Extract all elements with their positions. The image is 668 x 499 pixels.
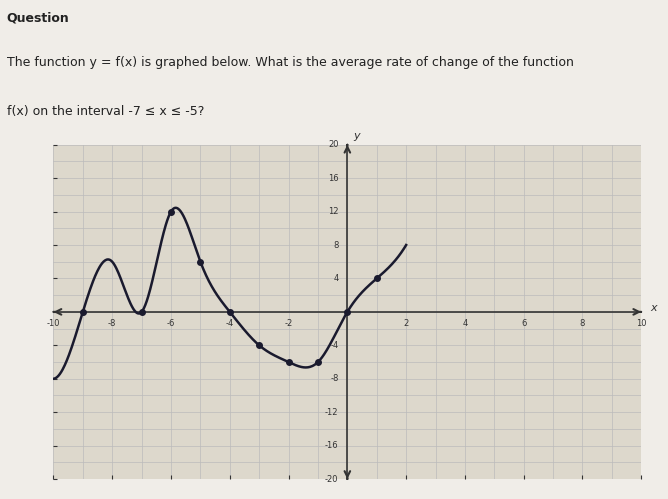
Text: -4: -4 [330, 341, 339, 350]
Text: The function y = f(x) is graphed below. What is the average rate of change of th: The function y = f(x) is graphed below. … [7, 56, 574, 69]
Text: 20: 20 [328, 140, 339, 149]
Text: -20: -20 [325, 475, 339, 484]
Text: -6: -6 [167, 318, 175, 327]
Text: -10: -10 [47, 318, 60, 327]
Text: -8: -8 [108, 318, 116, 327]
Text: -8: -8 [330, 374, 339, 383]
Text: 4: 4 [333, 274, 339, 283]
Text: Question: Question [7, 11, 69, 24]
Text: -2: -2 [285, 318, 293, 327]
Text: -12: -12 [325, 408, 339, 417]
Text: -4: -4 [226, 318, 234, 327]
Text: y: y [353, 131, 359, 141]
Text: 2: 2 [403, 318, 409, 327]
Text: x: x [650, 303, 657, 313]
Text: 10: 10 [636, 318, 647, 327]
Text: 12: 12 [328, 207, 339, 216]
Text: 8: 8 [333, 241, 339, 250]
Text: 8: 8 [580, 318, 585, 327]
Text: -16: -16 [325, 441, 339, 450]
Text: 6: 6 [521, 318, 526, 327]
Text: 16: 16 [328, 174, 339, 183]
Text: f(x) on the interval -7 ≤ x ≤ -5?: f(x) on the interval -7 ≤ x ≤ -5? [7, 105, 204, 118]
Text: 4: 4 [462, 318, 468, 327]
